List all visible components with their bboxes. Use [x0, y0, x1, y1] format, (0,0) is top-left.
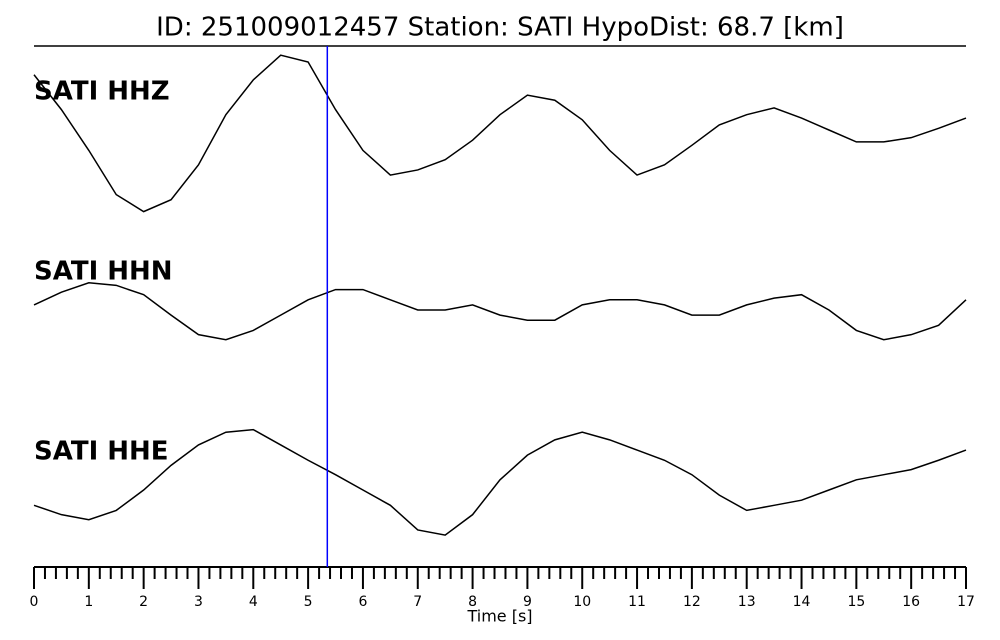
chart-title: ID: 251009012457 Station: SATI HypoDist:… [156, 13, 844, 43]
x-tick-label: 9 [523, 594, 532, 610]
x-tick-label: 17 [957, 594, 975, 610]
x-tick-label: 11 [628, 594, 646, 610]
x-tick-label: 3 [194, 594, 203, 610]
x-tick-label: 0 [30, 594, 39, 610]
x-tick-label: 13 [738, 594, 756, 610]
trace [33, 54, 967, 213]
x-tick-label: 16 [902, 594, 920, 610]
x-tick-label: 15 [847, 594, 865, 610]
x-tick-label: 8 [468, 594, 477, 610]
x-tick-label: 7 [413, 594, 422, 610]
x-tick-label: 14 [793, 594, 811, 610]
x-tick-label: 12 [683, 594, 701, 610]
x-tick-label: 2 [139, 594, 148, 610]
trace-label: SATI HHZ [34, 77, 170, 107]
x-tick-label: 10 [573, 594, 591, 610]
x-axis-label: Time [s] [466, 607, 532, 626]
x-tick-label: 4 [249, 594, 258, 610]
trace-label: SATI HHN [34, 257, 173, 287]
x-tick-label: 6 [358, 594, 367, 610]
x-tick-label: 1 [84, 594, 93, 610]
trace [33, 428, 967, 536]
x-tick-label: 5 [304, 594, 313, 610]
trace [33, 282, 967, 341]
trace-label: SATI HHE [34, 437, 169, 467]
